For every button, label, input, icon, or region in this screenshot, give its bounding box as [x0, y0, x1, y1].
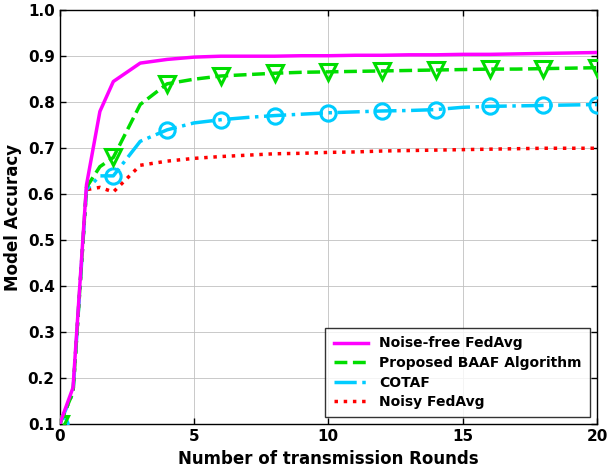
Noise-free FedAvg — [136, 60, 144, 66]
Noisy FedAvg — [217, 154, 225, 160]
Proposed BAAF Algorithm — [459, 67, 466, 72]
Y-axis label: Model Accuracy: Model Accuracy — [4, 144, 22, 291]
COTAF — [244, 115, 252, 120]
COTAF — [136, 138, 144, 144]
Proposed BAAF Algorithm — [217, 73, 225, 79]
Proposed BAAF Algorithm — [69, 389, 76, 395]
Proposed BAAF Algorithm — [298, 69, 305, 75]
Noise-free FedAvg — [244, 53, 252, 59]
COTAF — [459, 104, 466, 110]
Noisy FedAvg — [163, 158, 171, 164]
Noise-free FedAvg — [432, 52, 439, 58]
Noisy FedAvg — [594, 145, 601, 151]
COTAF — [96, 173, 103, 179]
COTAF — [298, 111, 305, 117]
Noise-free FedAvg — [567, 50, 574, 56]
Noisy FedAvg — [378, 148, 386, 154]
Proposed BAAF Algorithm — [540, 66, 547, 71]
COTAF — [540, 102, 547, 108]
COTAF — [486, 103, 493, 109]
Noisy FedAvg — [351, 149, 359, 155]
Noise-free FedAvg — [486, 51, 493, 57]
Noise-free FedAvg — [217, 53, 225, 59]
COTAF — [513, 103, 520, 109]
Noise-free FedAvg — [459, 51, 466, 57]
Noise-free FedAvg — [298, 53, 305, 59]
COTAF — [378, 108, 386, 114]
Noisy FedAvg — [405, 148, 412, 153]
COTAF — [405, 108, 412, 113]
Noisy FedAvg — [190, 156, 198, 161]
Line: Noisy FedAvg: Noisy FedAvg — [59, 148, 597, 424]
Noise-free FedAvg — [513, 51, 520, 57]
Proposed BAAF Algorithm — [163, 81, 171, 87]
Proposed BAAF Algorithm — [96, 164, 103, 169]
Noise-free FedAvg — [351, 52, 359, 58]
Noise-free FedAvg — [69, 385, 76, 390]
Noisy FedAvg — [244, 152, 252, 158]
COTAF — [190, 120, 198, 126]
COTAF — [56, 421, 63, 427]
Noisy FedAvg — [432, 147, 439, 153]
Noise-free FedAvg — [594, 50, 601, 55]
COTAF — [217, 117, 225, 123]
Proposed BAAF Algorithm — [486, 66, 493, 72]
Noisy FedAvg — [56, 421, 63, 427]
Noise-free FedAvg — [190, 54, 198, 60]
Noisy FedAvg — [513, 146, 520, 152]
Line: COTAF: COTAF — [59, 104, 597, 424]
Proposed BAAF Algorithm — [513, 66, 520, 72]
X-axis label: Number of transmission Rounds: Number of transmission Rounds — [178, 450, 479, 468]
Noise-free FedAvg — [325, 53, 332, 59]
Proposed BAAF Algorithm — [190, 76, 198, 82]
Noise-free FedAvg — [271, 53, 278, 59]
Noise-free FedAvg — [96, 109, 103, 114]
Proposed BAAF Algorithm — [405, 67, 412, 73]
Noisy FedAvg — [298, 151, 305, 156]
Noise-free FedAvg — [378, 52, 386, 58]
Line: Proposed BAAF Algorithm: Proposed BAAF Algorithm — [59, 67, 597, 424]
Proposed BAAF Algorithm — [351, 68, 359, 74]
Noisy FedAvg — [325, 150, 332, 155]
Noisy FedAvg — [110, 189, 117, 195]
COTAF — [351, 109, 359, 115]
Noisy FedAvg — [96, 185, 103, 190]
Noisy FedAvg — [486, 146, 493, 152]
Noisy FedAvg — [567, 145, 574, 151]
Legend: Noise-free FedAvg, Proposed BAAF Algorithm, COTAF, Noisy FedAvg: Noise-free FedAvg, Proposed BAAF Algorit… — [325, 328, 590, 417]
COTAF — [69, 389, 76, 395]
Proposed BAAF Algorithm — [325, 69, 332, 75]
Proposed BAAF Algorithm — [432, 67, 439, 73]
Noisy FedAvg — [459, 147, 466, 152]
Proposed BAAF Algorithm — [271, 70, 278, 76]
COTAF — [567, 102, 574, 108]
Proposed BAAF Algorithm — [83, 185, 90, 190]
Proposed BAAF Algorithm — [594, 65, 601, 70]
COTAF — [432, 107, 439, 112]
Proposed BAAF Algorithm — [136, 101, 144, 107]
Noise-free FedAvg — [83, 182, 90, 188]
Noisy FedAvg — [271, 151, 278, 157]
COTAF — [594, 101, 601, 107]
COTAF — [163, 127, 171, 133]
Noisy FedAvg — [69, 389, 76, 395]
COTAF — [271, 113, 278, 118]
Line: Noise-free FedAvg: Noise-free FedAvg — [59, 52, 597, 424]
Proposed BAAF Algorithm — [244, 72, 252, 77]
Proposed BAAF Algorithm — [56, 421, 63, 427]
Noisy FedAvg — [136, 162, 144, 168]
Noise-free FedAvg — [540, 51, 547, 56]
Noise-free FedAvg — [163, 57, 171, 62]
Proposed BAAF Algorithm — [110, 155, 117, 160]
COTAF — [83, 187, 90, 193]
COTAF — [325, 110, 332, 116]
Noise-free FedAvg — [405, 52, 412, 58]
Noisy FedAvg — [540, 145, 547, 151]
Noise-free FedAvg — [56, 421, 63, 427]
Proposed BAAF Algorithm — [567, 65, 574, 71]
Proposed BAAF Algorithm — [378, 68, 386, 74]
Noisy FedAvg — [83, 187, 90, 193]
Noise-free FedAvg — [110, 79, 117, 84]
COTAF — [110, 173, 117, 179]
